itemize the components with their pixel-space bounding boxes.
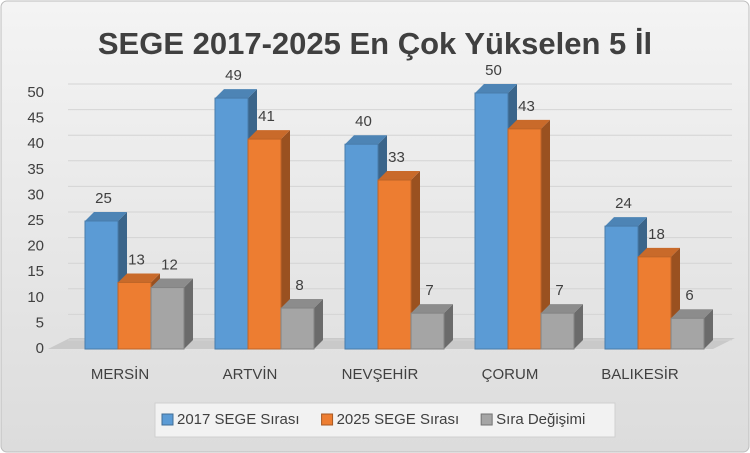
y-tick-label: 25	[27, 212, 44, 229]
bar	[474, 92, 509, 350]
y-tick-label: 0	[36, 340, 44, 357]
legend-swatch	[321, 413, 334, 426]
data-label: 49	[225, 67, 242, 84]
data-label: 25	[95, 190, 112, 207]
bar	[150, 287, 185, 350]
bar-top	[671, 309, 713, 319]
bar-top	[638, 247, 680, 257]
legend-swatch	[161, 413, 174, 426]
bar	[377, 179, 412, 350]
bar-top	[151, 278, 193, 288]
bar	[604, 225, 639, 350]
bar-top	[541, 304, 583, 314]
bar-side	[314, 299, 323, 349]
x-tick-label: NEVŞEHİR	[342, 365, 419, 383]
chart-title: SEGE 2017-2025 En Çok Yükselen 5 İl	[98, 26, 652, 61]
bar-top	[118, 273, 160, 283]
legend-item: Sıra Değişimi	[480, 411, 585, 428]
y-tick-label: 45	[27, 110, 44, 127]
legend-swatch	[480, 413, 493, 426]
data-label: 7	[425, 282, 433, 299]
plot: 0 5 10 15 20 25 30 35 40 45 50 MERSİN 25 13 12 ARTVİN 49…	[27, 62, 732, 428]
bar-top	[85, 212, 127, 221]
bar	[117, 281, 152, 350]
y-tick-label: 15	[27, 263, 44, 280]
bar	[410, 312, 445, 350]
bar-side	[541, 119, 550, 349]
y-tick-label: 40	[27, 135, 44, 152]
y-tick-label: 20	[27, 238, 44, 255]
bar-top	[508, 119, 550, 129]
legend-item: 2025 SEGE Sırası	[321, 411, 460, 428]
x-tick-label: ARTVİN	[223, 365, 278, 383]
data-label: 12	[161, 257, 178, 274]
legend-item: 2017 SEGE Sırası	[161, 411, 300, 428]
bar-top	[248, 130, 290, 140]
bar-top	[378, 171, 420, 181]
bar-side	[281, 130, 290, 349]
bar-side	[444, 304, 453, 349]
x-tick-label: ÇORUM	[482, 366, 539, 383]
bar-side	[184, 278, 193, 349]
data-label: 33	[388, 149, 405, 166]
data-label: 7	[555, 282, 563, 299]
bar-top	[215, 89, 257, 99]
data-label: 41	[258, 108, 275, 125]
data-label: 24	[615, 195, 632, 212]
bar-top	[475, 84, 517, 93]
bar	[280, 307, 315, 350]
bar	[670, 317, 705, 350]
bar	[247, 138, 282, 350]
y-tick-label: 35	[27, 161, 44, 178]
bar-top	[281, 299, 323, 309]
y-tick-label: 5	[36, 314, 44, 331]
legend	[154, 402, 616, 438]
y-tick-label: 50	[27, 84, 44, 101]
data-label: 18	[648, 226, 665, 243]
y-tick-label: 10	[27, 289, 44, 306]
bar-top	[345, 135, 387, 145]
bar	[84, 220, 119, 350]
bar	[344, 143, 379, 350]
data-label: 40	[355, 113, 372, 130]
legend-label: 2025 SEGE Sırası	[337, 411, 460, 428]
bar	[540, 312, 575, 350]
bar-side	[574, 304, 583, 349]
data-label: 43	[518, 98, 535, 115]
bar	[507, 128, 542, 350]
x-tick-label: MERSİN	[91, 365, 149, 383]
y-tick-label: 30	[27, 186, 44, 203]
data-label: 6	[685, 287, 693, 304]
bar-top	[411, 304, 453, 314]
bar-side	[704, 309, 713, 349]
legend-label: Sıra Değişimi	[496, 411, 585, 428]
bar	[637, 256, 672, 350]
data-label: 50	[485, 62, 502, 79]
bar-top	[605, 217, 647, 227]
bar-side	[411, 171, 420, 349]
x-tick-label: BALIKESİR	[601, 365, 679, 383]
data-label: 8	[295, 277, 303, 294]
data-label: 13	[128, 251, 145, 268]
bar	[214, 97, 249, 350]
legend-label: 2017 SEGE Sırası	[177, 411, 300, 428]
